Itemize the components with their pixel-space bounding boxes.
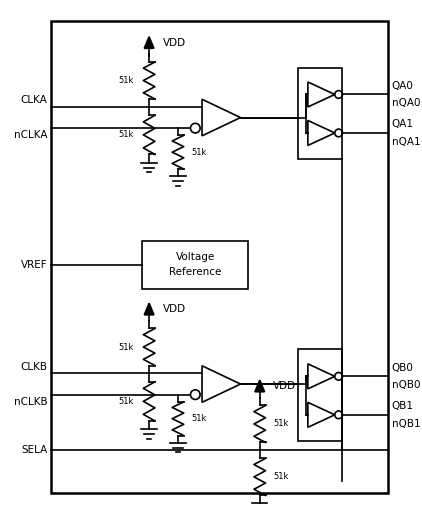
Text: 51k: 51k [192,148,207,157]
Text: 51k: 51k [192,414,207,423]
Bar [51,21,388,493]
Bar [298,68,341,159]
Polygon shape [255,380,265,392]
Text: 51k: 51k [118,130,134,140]
Text: QB0: QB0 [392,362,414,373]
Text: nQA1: nQA1 [392,137,420,147]
Text: QB1: QB1 [392,401,414,411]
Text: QA0: QA0 [392,81,414,90]
Text: nQA0: nQA0 [392,98,420,109]
Text: nQB1: nQB1 [392,419,420,429]
Text: VDD: VDD [162,38,186,48]
Text: Reference: Reference [169,267,222,278]
Text: nCLKB: nCLKB [14,397,47,406]
Text: QA1: QA1 [392,119,414,129]
Bar [142,241,248,289]
Text: 51k: 51k [273,473,289,481]
Text: 51k: 51k [118,397,134,406]
Text: SELA: SELA [21,446,47,455]
Text: VDD: VDD [162,304,186,314]
Text: VREF: VREF [21,260,47,270]
Text: CLKA: CLKA [20,95,47,105]
Text: nCLKA: nCLKA [14,130,47,140]
Polygon shape [144,303,154,315]
Text: Voltage: Voltage [176,252,215,262]
Text: VDD: VDD [273,381,296,391]
Text: 51k: 51k [118,342,134,352]
Polygon shape [144,37,154,48]
Bar [298,349,341,441]
Text: nQB0: nQB0 [392,380,420,390]
Text: 51k: 51k [118,76,134,85]
Text: CLKB: CLKB [20,361,47,372]
Text: 51k: 51k [273,419,289,429]
